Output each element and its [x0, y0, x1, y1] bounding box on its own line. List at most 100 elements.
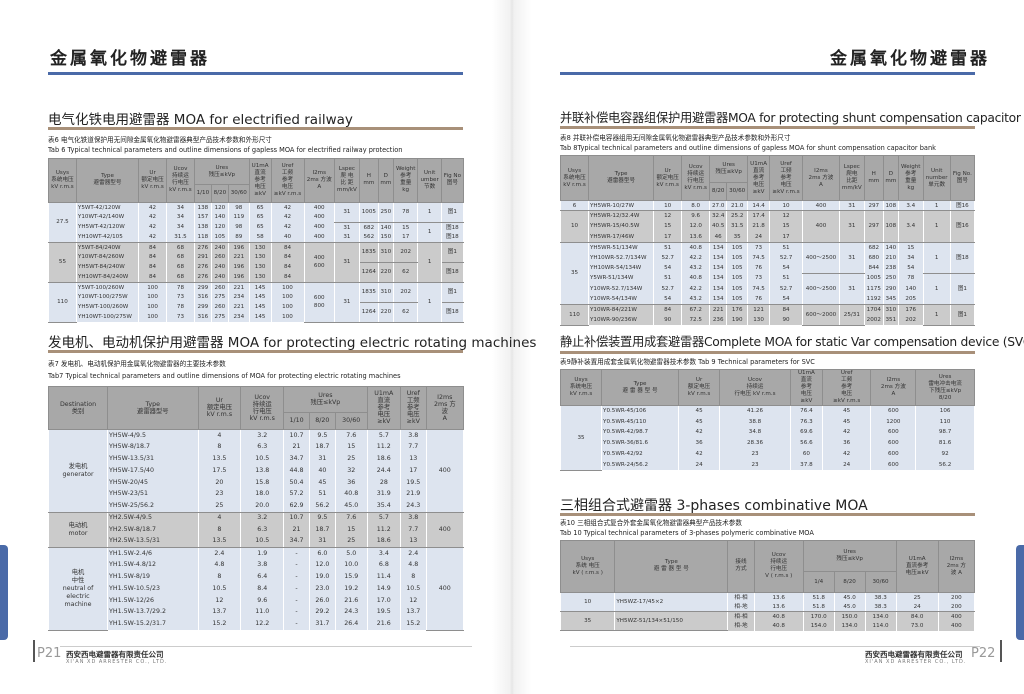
table-cell: 36 — [678, 437, 721, 449]
table-cell: 31 — [838, 199, 865, 212]
table-cell: 62 — [392, 262, 419, 283]
table-row: YH1.5W-15.2/31.7 15.2 12.2-31.7 26.4 21.6 15.… — [49, 618, 464, 631]
table-cell: 相-相 — [727, 611, 755, 622]
header-rule-left — [48, 72, 463, 75]
table-cell: 157 — [193, 212, 212, 223]
table-cell: 310 — [882, 303, 899, 315]
table-cell: 138 — [193, 201, 212, 213]
table-cell: 2002 — [863, 314, 884, 326]
column-subheader: 8/20 — [210, 184, 229, 203]
table-cell: 100 — [138, 302, 167, 313]
table-cell: 276 — [193, 272, 212, 283]
table-row: 电动机 motor YH2.5W-4/9.5 4 3.2 10.7 9.5 7.6 5.7 3.… — [47, 511, 465, 548]
table-cell: 15.2 — [197, 618, 242, 631]
table-cell: 35 — [560, 241, 589, 305]
table-cell: 92 — [915, 448, 975, 460]
table-cell: 114.0 — [864, 621, 897, 631]
table-cell: 400 — [425, 511, 465, 548]
table-cell: 240 — [210, 241, 229, 253]
table-row: 发电机 generator YH5W-4/9.5 4 3.2 10.7 9.5 7.6 5.7… — [47, 428, 465, 513]
table-cell: 400 — [303, 232, 335, 243]
table-cell: 90 — [653, 314, 683, 326]
column-header: Ur 额定电压 kV r.m.s — [138, 158, 167, 203]
table-cell: 46 — [709, 231, 728, 243]
table-cell: 10.5 — [197, 582, 242, 595]
table-cell: 31 — [333, 281, 360, 323]
table-cell: 31.5 — [726, 221, 749, 232]
table-cell: 110 — [560, 303, 589, 326]
column-header: Fig No 图号 — [440, 158, 465, 203]
table-cell: 12.2 — [240, 618, 285, 631]
table-cell: 24 — [747, 231, 770, 243]
table-row: YH5WT-100/260W 100 78 299 260 221 145 100 1264 22… — [49, 302, 465, 323]
model-cell: YH1.5W-2.4/6 — [107, 546, 199, 560]
table-cell: 276 — [193, 262, 212, 273]
table-cell: 316 — [193, 292, 212, 303]
table-cell: 138 — [193, 222, 212, 233]
table-cell: 290 — [882, 283, 899, 295]
table-cell: 图18 — [440, 232, 465, 243]
table-cell: 56.6 — [789, 437, 823, 449]
table-cell: 105 — [726, 241, 749, 253]
table-cell: 220 — [377, 302, 394, 323]
table-cell: 相-地 — [727, 602, 755, 613]
table-cell: 51 — [653, 273, 683, 284]
table-cell: 13 — [399, 535, 427, 548]
table7-caption-en: Tab7 Typical technical parameters and ou… — [48, 372, 401, 380]
table-cell: 150.0 — [833, 611, 866, 622]
table-row: 110 Y5WT-100/260W 100 78 299 260 221 145 100 600 … — [48, 281, 465, 323]
table-cell: 54 — [768, 262, 804, 274]
table-cell: 13.6 — [681, 231, 711, 243]
column-subheader: 1/10 — [283, 411, 310, 430]
table-cell: 19.5 — [399, 476, 427, 489]
table-cell: 23 — [719, 459, 791, 471]
table-cell: 65 — [248, 222, 272, 233]
table-cell: 7.7 — [399, 441, 427, 454]
table-row: YH10WT-42/105 42 31.5 118 105 89 58 40 400 31 562 1… — [49, 232, 465, 243]
table-cell: 1704 — [863, 303, 884, 315]
column-subheader: 30/60 — [227, 184, 250, 203]
table-cell: 600 — [870, 427, 917, 438]
table-cell: 12 — [197, 594, 242, 607]
table-cell: 4 — [197, 511, 242, 524]
table-cell: 31 — [308, 453, 336, 465]
table-cell: 13.6 — [753, 592, 804, 603]
table-cell: 42.2 — [681, 283, 711, 295]
table-cell: 21.6 — [334, 594, 368, 607]
table-cell: 1 — [417, 281, 442, 323]
table-row: YH1.5W-8/19 8 6.4-19.0 15.9 11.4 8 — [49, 571, 464, 583]
table-row: YH5W-8/18.7 8 6.3 21 18.7 15 11.2 7.7 — [49, 441, 464, 454]
table-row: YH1.5W-10.5/23 10.5 8.4-23.0 19.2 14.9 10.5 — [49, 582, 464, 595]
table-cell: 45.0 — [334, 500, 368, 513]
table-cell: 600 — [870, 459, 917, 471]
table-cell: 76 — [747, 262, 770, 274]
table-cell: 1 — [922, 199, 951, 212]
table-cell: 110 — [48, 281, 77, 323]
table-cell: 10 — [653, 199, 683, 212]
table-cell: 205 — [897, 294, 924, 305]
table-cell: 32.4 — [709, 210, 728, 222]
table-cell: 28.36 — [719, 437, 791, 449]
table-cell: 40.8 — [681, 241, 711, 253]
table-cell: 18.7 — [308, 523, 336, 536]
table-cell: 25 — [334, 453, 368, 465]
table-cell: 76.4 — [789, 405, 823, 417]
table-cell: 400～2500 — [802, 241, 840, 274]
table-cell: 67.2 — [681, 303, 711, 315]
table-cell: 345 — [882, 294, 899, 305]
column-header: Type 避雷器型号 — [587, 155, 655, 201]
table-cell: 10.0 — [334, 559, 368, 572]
table-cell: 105 — [726, 283, 749, 295]
table-cell: 图18 — [440, 222, 465, 233]
table-cell: - — [283, 606, 310, 619]
table-cell: 6.0 — [308, 546, 336, 560]
model-cell: YH5WT-84/240W — [75, 262, 140, 273]
table-cell: 17.4 — [747, 210, 770, 222]
model-cell: YH10WR-54/134W — [587, 262, 655, 274]
table-cell: 100 — [270, 302, 305, 313]
table-cell: 68 — [166, 252, 195, 263]
column-header: I2ms 2ms 方波 A — [870, 369, 917, 406]
table-cell: 76 — [747, 294, 770, 305]
table-cell: 84 — [768, 303, 804, 315]
table-cell: 31 — [308, 535, 336, 548]
